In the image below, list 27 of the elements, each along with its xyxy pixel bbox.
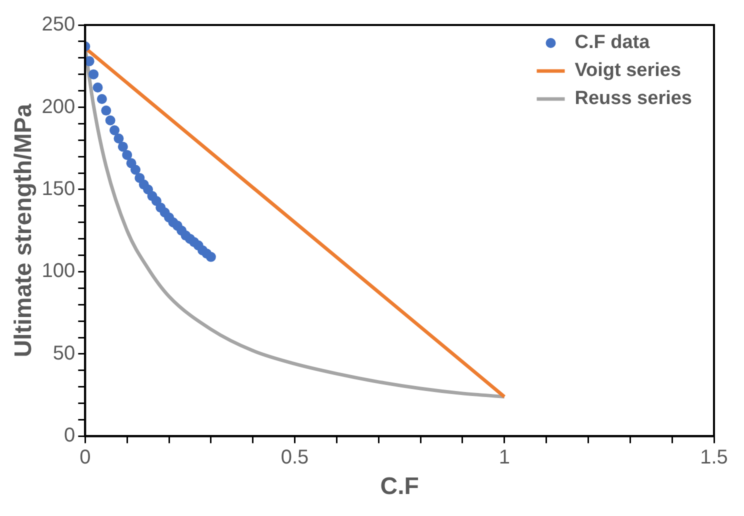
- point: [206, 252, 216, 262]
- x-tick-label: 0.5: [280, 446, 309, 469]
- point: [105, 115, 116, 126]
- y-tick-label: 200: [42, 96, 76, 118]
- x-tick-label: 1: [498, 446, 510, 469]
- legend-label: Voigt series: [574, 60, 682, 82]
- point: [110, 125, 120, 136]
- point: [130, 164, 140, 175]
- y-tick-label: 150: [42, 178, 76, 200]
- point: [101, 106, 112, 116]
- x-tick-label: 1.5: [700, 446, 728, 469]
- y-axis-title: Ultimate strength/MPa: [10, 103, 38, 358]
- point: [88, 69, 99, 80]
- y-tick-label: 50: [52, 342, 76, 364]
- legend-label: C.F data: [574, 32, 650, 54]
- point: [96, 94, 107, 104]
- x-tick-label: 0: [80, 446, 91, 469]
- legend-label: Reuss series: [574, 88, 692, 110]
- y-tick-label: 100: [42, 260, 76, 282]
- point: [122, 150, 132, 160]
- point: [92, 82, 103, 93]
- y-tick-label: 250: [42, 14, 76, 36]
- point: [85, 56, 94, 66]
- x-axis-title: C.F: [380, 473, 419, 500]
- point: [118, 142, 128, 152]
- point: [114, 133, 124, 144]
- y-tick-label: 0: [64, 424, 76, 447]
